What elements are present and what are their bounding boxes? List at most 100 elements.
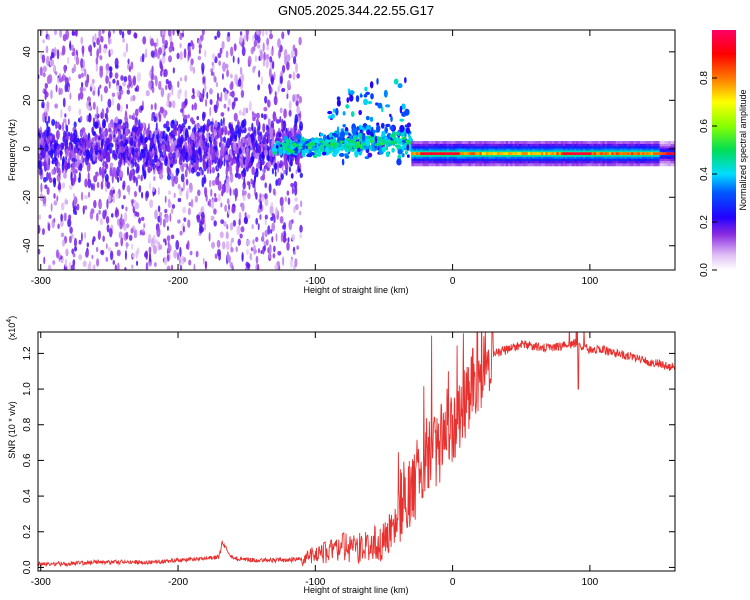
- heatmap-cell: [201, 30, 205, 36]
- heatmap-cell: [64, 258, 68, 268]
- heatmap-cell: [222, 61, 227, 72]
- heatmap-cell: [172, 46, 175, 52]
- heatmap-cell: [213, 128, 217, 137]
- heatmap-cell: [171, 89, 174, 96]
- heatmap-cell: [72, 166, 75, 175]
- heatmap-cell: [255, 236, 259, 242]
- heatmap-cell: [69, 143, 72, 153]
- heatmap-cell: [231, 205, 236, 214]
- heatmap-cell: [255, 30, 260, 36]
- heatmap-cell: [210, 125, 214, 133]
- heatmap-cell: [259, 50, 263, 61]
- heatmap-cell: [157, 205, 161, 213]
- heatmap-cell: [234, 187, 239, 198]
- heatmap-cell: [389, 126, 394, 130]
- heatmap-cell: [249, 161, 252, 168]
- heatmap-cell: [59, 149, 63, 157]
- heatmap-cell: [352, 127, 357, 136]
- heatmap-cell: [180, 165, 185, 172]
- x-tick-label: 0: [450, 276, 456, 287]
- heatmap-cell: [298, 210, 302, 216]
- heatmap-cell: [201, 62, 205, 73]
- heatmap-cell: [190, 40, 194, 47]
- heatmap-cell: [109, 37, 112, 45]
- heatmap-cell: [159, 211, 163, 217]
- heatmap-cell: [105, 75, 109, 85]
- heatmap-cell: [142, 36, 147, 45]
- heatmap-cell: [200, 211, 205, 220]
- heatmap-cell: [79, 163, 83, 172]
- heatmap-cell: [158, 172, 164, 180]
- heatmap-cell: [195, 123, 199, 130]
- heatmap-cell: [91, 137, 95, 142]
- heatmap-cell: [343, 130, 349, 136]
- heatmap-cell: [67, 118, 70, 126]
- heatmap-cell: [208, 232, 211, 242]
- heatmap-cell: [122, 195, 126, 200]
- heatmap-cell: [224, 204, 228, 212]
- y-tick-label: 0.4: [22, 489, 33, 503]
- heatmap-cell: [587, 152, 590, 155]
- heatmap-cell: [237, 238, 241, 246]
- heatmap-cell: [184, 74, 188, 82]
- heatmap-cell: [145, 127, 150, 136]
- heatmap-cell: [221, 183, 226, 194]
- heatmap-cell: [264, 164, 268, 170]
- heatmap-cell: [541, 152, 544, 155]
- heatmap-cell: [239, 31, 243, 36]
- heatmap-cell: [78, 92, 80, 102]
- heatmap-cell: [150, 104, 154, 110]
- heatmap-cell: [108, 66, 113, 72]
- heatmap-cell: [296, 73, 300, 79]
- heatmap-cell: [207, 142, 210, 149]
- heatmap-cell: [56, 145, 60, 156]
- heatmap-cell: [96, 258, 100, 267]
- heatmap-cell: [468, 152, 472, 155]
- heatmap-cell: [65, 124, 69, 133]
- heatmap-cell: [426, 152, 430, 155]
- heatmap-cell: [250, 178, 253, 185]
- heatmap-cell: [38, 159, 42, 170]
- heatmap-cell: [126, 184, 131, 193]
- heatmap-cell: [94, 33, 97, 41]
- heatmap-cell: [173, 140, 178, 146]
- heatmap-cell: [243, 158, 246, 166]
- heatmap-cell: [164, 195, 167, 204]
- heatmap-cell: [512, 152, 516, 155]
- heatmap-cell: [179, 246, 182, 258]
- heatmap-cell: [202, 124, 206, 135]
- heatmap-cell: [203, 222, 207, 231]
- heatmap-cell: [149, 137, 153, 148]
- heatmap-cell: [523, 152, 527, 155]
- heatmap-cell: [230, 73, 233, 79]
- heatmap-cell: [264, 182, 268, 189]
- heatmap-cell: [106, 181, 111, 190]
- heatmap-cell: [126, 166, 130, 176]
- heatmap-cell: [481, 152, 485, 155]
- heatmap-cell: [617, 152, 621, 155]
- heatmap-cell: [190, 58, 194, 65]
- heatmap-cell: [50, 89, 53, 100]
- heatmap-cell: [271, 167, 275, 175]
- heatmap-cell: [225, 63, 229, 69]
- heatmap-cell: [55, 129, 60, 140]
- heatmap-cell: [91, 254, 94, 260]
- heatmap-cell: [243, 138, 248, 145]
- heatmap-cell: [240, 73, 245, 83]
- heatmap-cell: [262, 123, 266, 133]
- heatmap-cell: [188, 259, 192, 266]
- heatmap-cell: [345, 145, 350, 149]
- heatmap-cell: [242, 107, 247, 114]
- heatmap-cell: [159, 130, 163, 138]
- heatmap-cell: [446, 152, 450, 155]
- heatmap-cell: [205, 194, 208, 202]
- heatmap-cell: [280, 173, 284, 180]
- heatmap-cell: [125, 206, 128, 212]
- heatmap-cell: [272, 151, 277, 155]
- heatmap-cell: [127, 58, 130, 65]
- heatmap-cell: [51, 119, 56, 127]
- heatmap-cell: [56, 77, 60, 84]
- heatmap-cell: [116, 192, 120, 200]
- heatmap-cell: [85, 145, 89, 151]
- heatmap-cell: [294, 118, 298, 127]
